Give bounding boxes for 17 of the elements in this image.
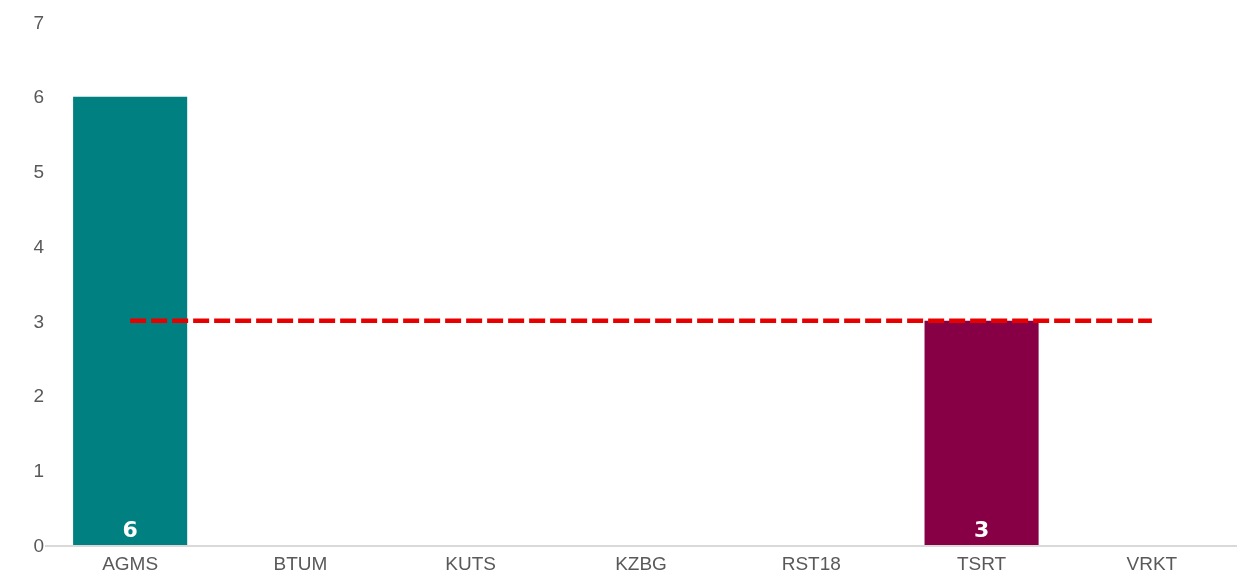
data-label: 3 [973, 517, 990, 542]
x-tick-label: RST18 [781, 552, 841, 574]
y-tick-label: 2 [33, 385, 44, 407]
x-tick-label: TSRT [956, 552, 1007, 574]
y-tick-label: 7 [33, 11, 44, 33]
y-tick-label: 1 [33, 459, 44, 481]
y-tick-label: 3 [33, 310, 44, 332]
y-tick-label: 6 [33, 86, 44, 108]
y-tick-label: 0 [33, 534, 44, 556]
x-tick-label: BTUM [273, 552, 328, 574]
y-tick-label: 5 [33, 161, 44, 183]
data-label: 6 [122, 517, 138, 542]
x-tick-label: KZBG [615, 552, 667, 574]
x-tick-label: KUTS [445, 552, 497, 574]
x-tick-label: AGMS [102, 552, 159, 574]
x-tick-label: VRKT [1126, 552, 1178, 574]
y-tick-label: 4 [33, 235, 45, 257]
